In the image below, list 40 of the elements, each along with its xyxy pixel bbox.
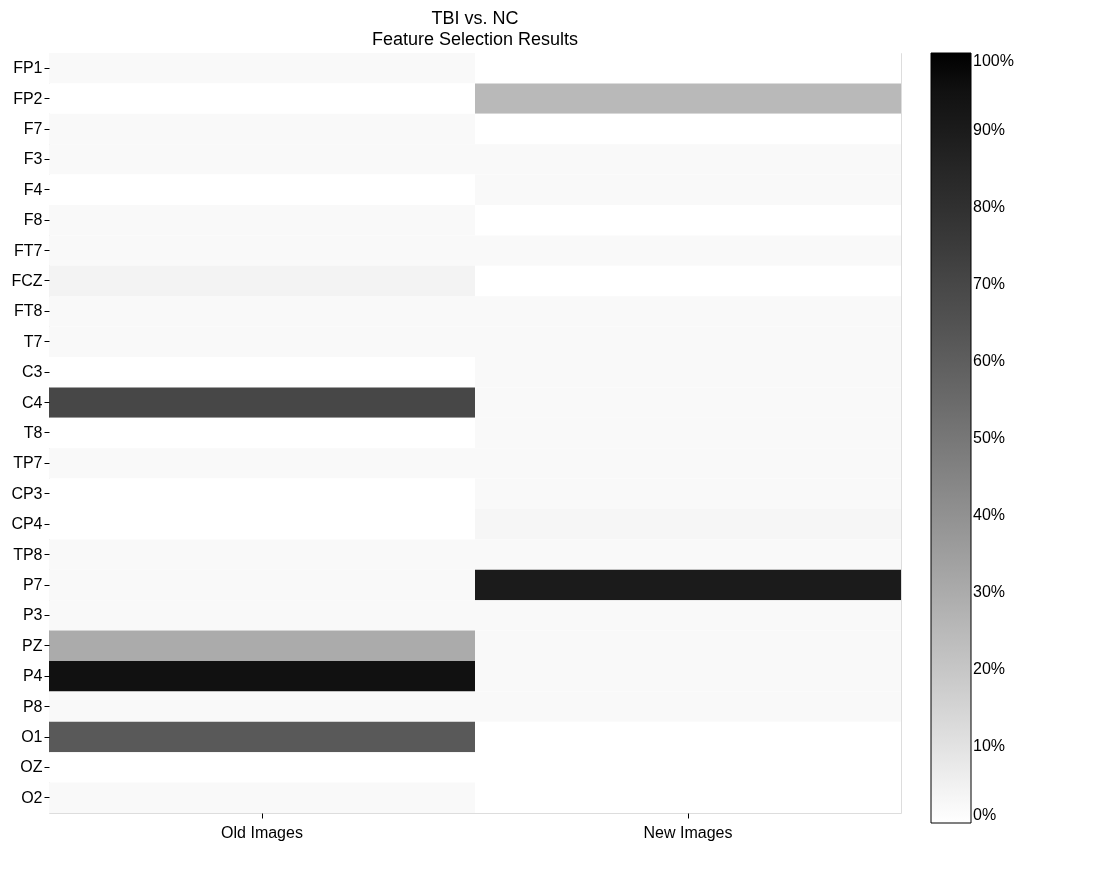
chart-subtitle: Feature Selection Results [371, 29, 579, 49]
y-tick-label: FT7 [14, 241, 43, 259]
y-tick-label: P8 [22, 697, 43, 715]
color-bar-label: 60% [973, 352, 1006, 369]
x-tick-label: Old Images [221, 823, 303, 841]
color-bar-label: 70% [973, 275, 1006, 292]
y-tick-label: FP1 [13, 59, 43, 77]
color-bar-label: 30% [973, 583, 1006, 600]
color-bar-label: 80% [973, 198, 1006, 215]
y-tick-label: T8 [23, 424, 43, 441]
color-bar-label: 100% [973, 52, 1014, 69]
x-tick-label: New Images [643, 823, 733, 841]
y-tick-label: P4 [22, 667, 43, 685]
y-tick-label: PZ [22, 636, 43, 654]
color-bar-label: 50% [973, 429, 1006, 446]
y-tick-label: OZ [20, 758, 43, 776]
y-tick-label: O2 [21, 788, 43, 806]
y-tick-label: F8 [23, 211, 43, 229]
y-tick-label: F7 [23, 120, 43, 137]
y-tick-label: C3 [22, 363, 43, 381]
y-tick-label: F3 [23, 150, 43, 168]
y-tick-label: C4 [22, 393, 43, 411]
color-bar-label: 40% [973, 506, 1006, 523]
color-bar-label: 90% [973, 121, 1006, 138]
y-tick-label: P7 [22, 576, 43, 593]
color-bar-label: 0% [973, 806, 997, 823]
y-tick-label: TP7 [13, 454, 43, 472]
y-tick-label: FT8 [14, 302, 43, 320]
y-tick-label: TP8 [13, 545, 43, 563]
y-tick-label: P3 [22, 606, 43, 624]
y-tick-label: O1 [21, 728, 43, 745]
y-tick-label: T7 [23, 332, 43, 350]
y-tick-label: F4 [23, 180, 43, 198]
chart-title: TBI vs. NC [431, 8, 519, 28]
y-tick-label: FP2 [13, 89, 43, 107]
color-bar-label: 10% [973, 737, 1006, 754]
color-bar-label: 20% [973, 660, 1006, 677]
y-tick-label: CP4 [11, 515, 43, 533]
y-tick-label: FCZ [11, 272, 43, 289]
y-tick-label: CP3 [11, 484, 43, 502]
